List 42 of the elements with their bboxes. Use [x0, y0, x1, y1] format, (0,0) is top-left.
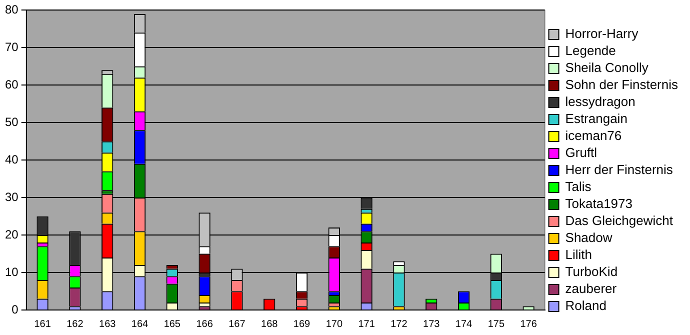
legend-label: iceman76	[565, 128, 622, 144]
legend-label: Sheila Conolly	[565, 60, 649, 76]
y-tick-label: 50	[4, 114, 19, 129]
legend-label: Horror-Harry	[565, 26, 639, 42]
legend-label: Das Gleichgewicht	[565, 213, 674, 228]
x-tick-label: 161	[34, 318, 52, 330]
legend-label: Sohn der Finsternis	[565, 77, 678, 92]
x-tick-label: 167	[228, 318, 246, 330]
legend-label: Roland	[565, 298, 606, 314]
legend-label: lessydragon	[565, 94, 636, 110]
legend-label: Gruftl	[565, 145, 598, 160]
legend-label: Legende	[565, 43, 616, 58]
legend-label: Talis	[565, 179, 592, 194]
y-tick-label: 10	[4, 264, 19, 279]
x-tick-label: 166	[196, 318, 214, 330]
x-tick-label: 173	[423, 318, 440, 330]
legend-label: TurboKid	[565, 264, 618, 280]
x-tick-label: 163	[99, 318, 116, 330]
x-tick-label: 176	[520, 318, 538, 330]
y-tick-label: 70	[4, 40, 19, 54]
x-tick-label: 162	[66, 318, 84, 330]
x-tick-label: 172	[390, 318, 408, 330]
y-tick-label: 40	[4, 152, 19, 166]
y-tick-label: 60	[4, 77, 19, 92]
x-tick-label: 165	[164, 318, 181, 330]
legend-label: Tokata1973	[565, 196, 633, 212]
x-tick-label: 169	[293, 318, 311, 330]
x-tick-label: 174	[455, 318, 473, 330]
x-tick-label: 168	[261, 318, 278, 330]
legend-label: Herr der Finsternis	[565, 162, 674, 178]
legend-label: Shadow	[565, 230, 613, 246]
y-tick-label: 80	[4, 2, 19, 17]
y-tick-label: 30	[4, 190, 19, 204]
y-tick-label: 0	[12, 302, 19, 316]
x-tick-label: 170	[326, 318, 343, 330]
legend-label: Estrangain	[565, 111, 628, 126]
legend-label: Lilith	[565, 247, 592, 262]
x-tick-label: 171	[358, 318, 376, 330]
x-tick-label: 175	[488, 318, 505, 330]
x-tick-label: 164	[131, 318, 149, 330]
y-tick-label: 20	[4, 227, 19, 242]
legend-label: zauberer	[565, 281, 618, 296]
